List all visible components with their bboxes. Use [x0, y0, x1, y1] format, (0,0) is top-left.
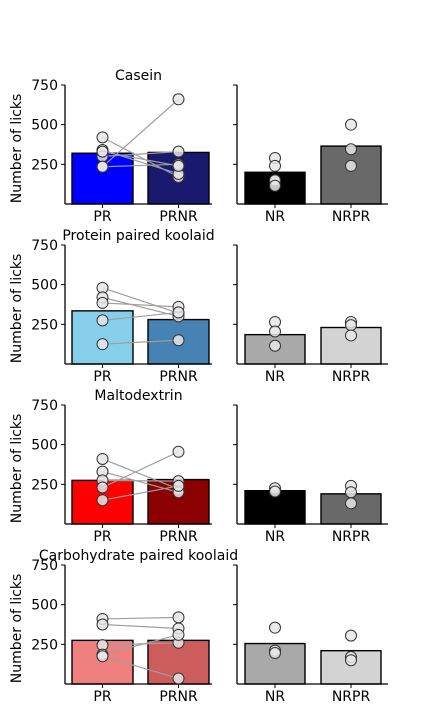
paired-line	[102, 151, 179, 167]
data-point	[172, 628, 185, 641]
data-point	[345, 143, 357, 156]
data-point	[96, 338, 109, 351]
paired-line	[102, 287, 179, 314]
y-axis-label: Number of licks	[9, 574, 25, 684]
x-tick-label: PRNR	[159, 529, 198, 545]
y-tick-label: 500	[31, 278, 58, 294]
data-point	[172, 611, 185, 624]
data-point	[269, 485, 281, 498]
paired-line	[102, 485, 179, 501]
data-point	[96, 131, 109, 144]
chart-title: Carbohydrate paired koolaid	[39, 548, 238, 564]
chart-row	[61, 404, 388, 528]
y-tick-label: 250	[31, 637, 58, 653]
x-tick-label: PRNR	[159, 209, 198, 225]
paired-line	[102, 623, 179, 630]
data-point	[96, 650, 109, 663]
y-tick-label: 500	[31, 438, 58, 454]
data-point	[96, 145, 109, 158]
paired-line	[102, 458, 179, 490]
data-point	[172, 479, 185, 492]
x-tick-label: NR	[265, 529, 285, 545]
chart-title: Protein paired koolaid	[62, 228, 214, 244]
bar	[320, 145, 382, 205]
x-tick-label: PRNR	[159, 689, 198, 705]
x-tick-label: NR	[265, 689, 285, 705]
chart-row	[61, 84, 388, 208]
data-point	[345, 629, 357, 642]
data-point	[96, 296, 109, 309]
data-point	[96, 314, 109, 327]
y-tick-label: 500	[31, 118, 58, 134]
data-point	[345, 118, 357, 131]
data-point	[269, 159, 281, 172]
x-tick-label: NRPR	[332, 689, 371, 705]
data-point	[96, 160, 109, 173]
y-tick-label: 250	[31, 477, 58, 493]
data-point	[172, 672, 185, 685]
y-tick-label: 750	[31, 78, 58, 94]
data-point	[345, 329, 357, 342]
x-tick-label: NRPR	[332, 529, 371, 545]
paired-line	[102, 616, 179, 620]
data-point	[345, 486, 357, 499]
chart-row	[61, 564, 388, 688]
data-point	[96, 452, 109, 465]
y-axis-label: Number of licks	[9, 254, 25, 364]
chart-title: Casein	[115, 68, 162, 84]
x-tick-label: NRPR	[332, 369, 371, 385]
data-point	[345, 654, 357, 667]
paired-line	[102, 655, 179, 680]
x-tick-label: NR	[265, 209, 285, 225]
y-axis-label: Number of licks	[9, 94, 25, 204]
y-tick-label: 250	[31, 317, 58, 333]
paired-line	[102, 642, 179, 646]
paired-line	[102, 302, 179, 308]
x-tick-label: PR	[93, 369, 111, 385]
y-tick-label: 250	[31, 157, 58, 173]
chart-title: Maltodextrin	[94, 388, 182, 404]
paired-line	[102, 339, 179, 345]
x-tick-label: PRNR	[159, 369, 198, 385]
y-tick-label: 750	[31, 238, 58, 254]
paired-line	[102, 451, 179, 489]
data-point	[345, 497, 357, 510]
data-point	[269, 647, 281, 660]
paired-line	[102, 311, 179, 321]
data-point	[269, 339, 281, 352]
x-tick-label: PR	[93, 209, 111, 225]
x-tick-label: PR	[93, 529, 111, 545]
data-point	[269, 621, 281, 634]
data-point	[345, 159, 357, 172]
data-point	[172, 445, 185, 458]
paired-line	[102, 163, 179, 168]
data-point	[172, 306, 185, 319]
x-tick-label: NRPR	[332, 209, 371, 225]
data-point	[345, 319, 357, 332]
chart-row	[61, 244, 388, 368]
x-tick-label: NR	[265, 369, 285, 385]
paired-line	[102, 98, 179, 168]
y-tick-label: 500	[31, 598, 58, 614]
y-tick-label: 750	[31, 398, 58, 414]
data-point	[96, 618, 109, 631]
data-point	[96, 481, 109, 494]
data-point	[172, 93, 185, 106]
y-tick-label: 750	[31, 558, 58, 574]
data-point	[172, 334, 185, 347]
data-point	[269, 179, 281, 192]
data-point	[172, 145, 185, 158]
data-point	[269, 325, 281, 338]
x-tick-label: PR	[93, 689, 111, 705]
paired-line	[102, 634, 179, 656]
data-point	[96, 494, 109, 507]
data-point	[172, 159, 185, 172]
paired-line	[102, 479, 179, 482]
y-axis-label: Number of licks	[9, 414, 25, 524]
